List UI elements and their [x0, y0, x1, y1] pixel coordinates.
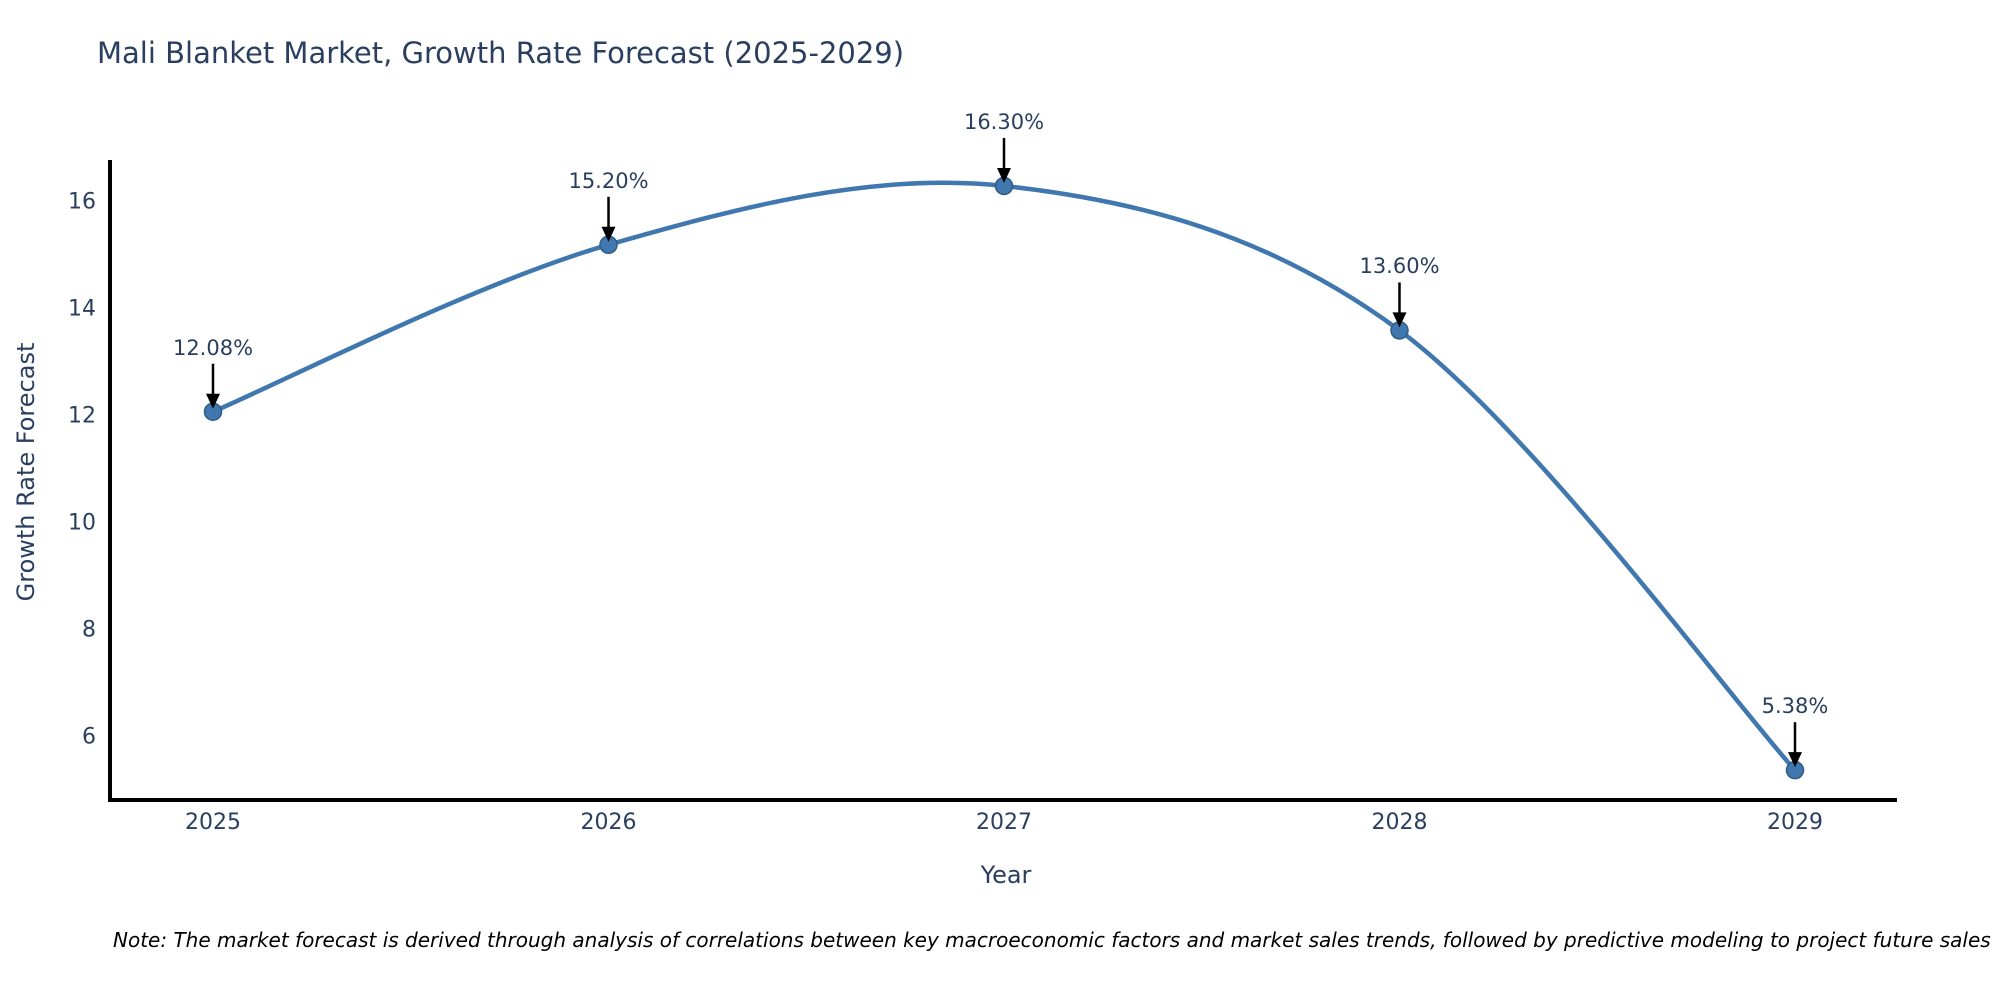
y-tick-label-12: 12 [68, 403, 96, 429]
forecast-line [210, 180, 1798, 773]
x-tick-label-2028: 2028 [1371, 810, 1428, 835]
annotation-arrowhead-2027 [997, 167, 1011, 183]
annotation-arrowhead-2025 [206, 393, 220, 409]
chart-title: Mali Blanket Market, Growth Rate Forecas… [97, 36, 905, 70]
y-tick-label-14: 14 [68, 296, 96, 322]
annotation-arrowhead-2029 [1788, 752, 1802, 768]
y-tick-label-8: 8 [82, 617, 96, 643]
annotation-arrowhead-2028 [1392, 312, 1407, 328]
x-tick-label-2026: 2026 [580, 810, 637, 835]
footnote: Note: The market forecast is derived thr… [113, 928, 1991, 952]
axis-lines [108, 160, 1897, 802]
y-tick-label-10: 10 [68, 510, 96, 536]
x-tick-label-2029: 2029 [1767, 810, 1823, 835]
annotation-arrowhead-2026 [601, 226, 616, 242]
y-tick-label-6: 6 [82, 724, 96, 750]
point-value-label-2027: 16.30% [963, 109, 1045, 134]
x-tick-label-2025: 2025 [185, 810, 241, 835]
point-value-label-2025: 12.08% [172, 335, 254, 360]
point-value-label-2029: 5.38% [1761, 694, 1829, 719]
x-tick-label-2027: 2027 [976, 810, 1032, 835]
y-tick-label-16: 16 [68, 189, 96, 215]
point-value-label-2028: 13.60% [1359, 254, 1440, 279]
x-axis-title: Year [980, 861, 1032, 889]
point-value-label-2026: 15.20% [568, 168, 649, 193]
